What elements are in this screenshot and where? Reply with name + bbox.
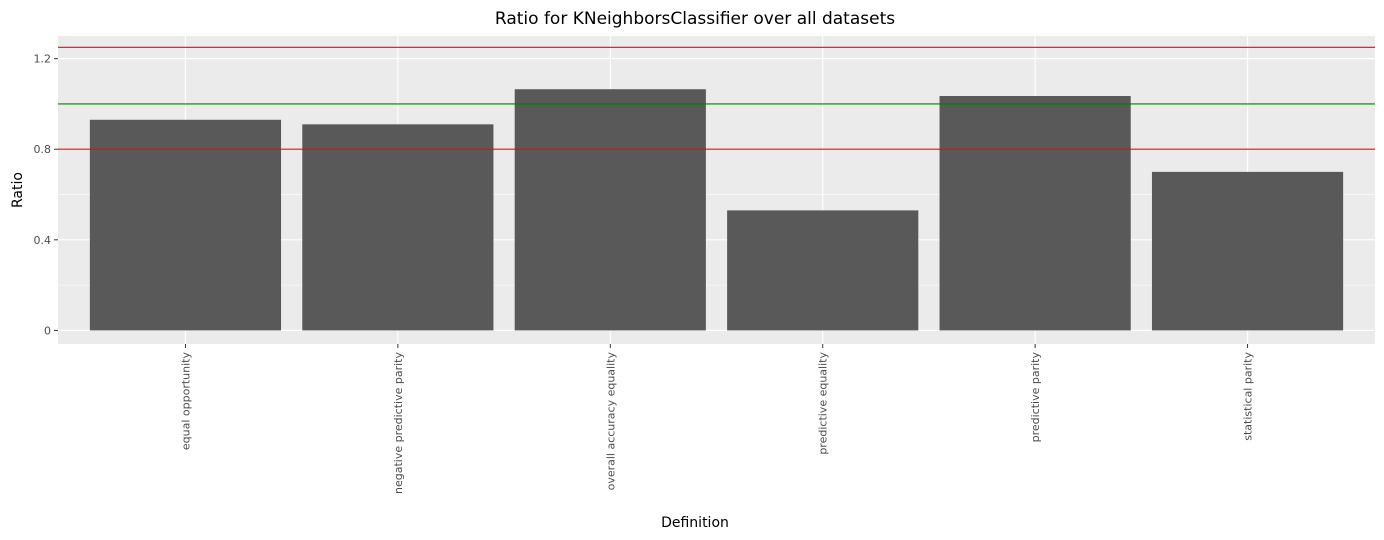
y-axis-title: Ratio [10,172,26,208]
y-tick-label: 1.2 [34,53,52,66]
x-tick-label: equal opportunity [179,352,192,451]
reference-lines [58,46,1375,150]
y-tick-label: 0 [44,324,51,337]
x-tick-label: predictive equality [817,352,830,455]
x-tick-label: negative predictive parity [392,352,405,494]
x-tick-label: overall accuracy equality [604,352,617,491]
x-axis: equal opportunity negative predictive par… [179,344,1255,494]
bars [89,89,1344,331]
y-axis: 0 0.4 0.8 1.2 [34,53,58,337]
x-tick-label: predictive parity [1029,352,1042,443]
bar-4 [939,96,1131,331]
bar-1 [302,124,494,331]
x-tick-label: statistical parity [1242,352,1255,441]
bar-5 [1151,171,1344,331]
bar-0 [89,119,282,331]
x-axis-title: Definition [661,515,729,531]
bar-3 [727,210,919,331]
chart-title: Ratio for KNeighborsClassifier over all … [495,9,895,29]
y-tick-label: 0.8 [34,143,52,156]
bar-2 [514,89,706,331]
y-tick-label: 0.4 [34,234,52,247]
